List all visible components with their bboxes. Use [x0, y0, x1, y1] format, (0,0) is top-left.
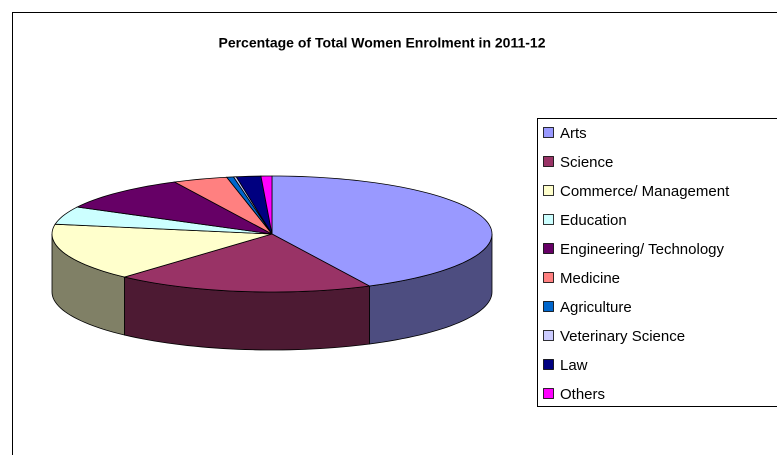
legend-label: Law [560, 357, 588, 374]
legend-swatch [543, 243, 554, 254]
slice [51, 223, 273, 278]
legend-swatch [543, 330, 554, 341]
legend-swatch [543, 301, 554, 312]
legend-label: Veterinary Science [560, 328, 685, 345]
legend-label: Commerce/ Management [560, 183, 730, 200]
legend-label: Others [560, 386, 605, 403]
slice [122, 233, 371, 293]
legend-swatch [543, 388, 554, 399]
chart-title: Percentage of Total Women Enrolment in 2… [218, 35, 545, 51]
legend-swatch [543, 156, 554, 167]
slice [54, 206, 273, 235]
legend-label: Medicine [560, 270, 620, 287]
slice [173, 176, 273, 235]
slice [75, 181, 273, 235]
legend-swatch [543, 272, 554, 283]
legend-swatch [543, 214, 554, 225]
legend-label: Agriculture [560, 299, 632, 316]
legend-label: Arts [560, 125, 587, 142]
legend-label: Education [560, 212, 627, 229]
legend-label: Science [560, 154, 613, 171]
legend-label: Engineering/ Technology [560, 241, 725, 258]
legend-swatch [543, 185, 554, 196]
slice [271, 175, 493, 287]
legend-box [537, 118, 777, 407]
slice [260, 175, 273, 235]
legend-swatch [543, 359, 554, 370]
legend-swatch [543, 127, 554, 138]
